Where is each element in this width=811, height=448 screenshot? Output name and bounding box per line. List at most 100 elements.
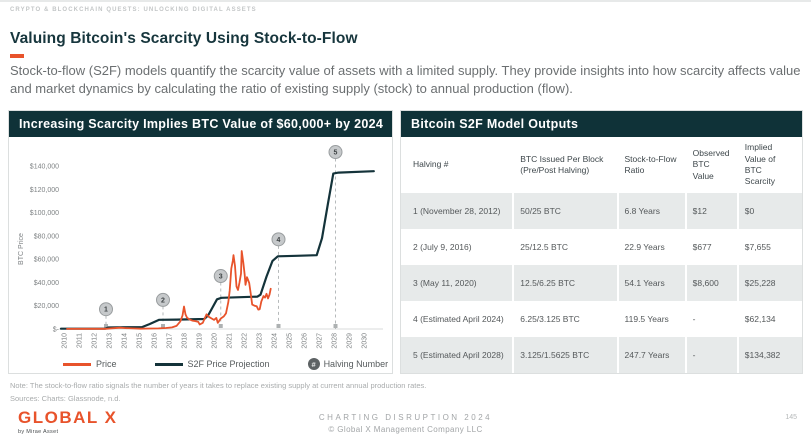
table-cell: 4 (Estimated April 2024) [401, 301, 514, 337]
globalx-logo-subtext: by Mirae Asset [18, 429, 59, 435]
table-row: 4 (Estimated April 2024) 6.25/3.125 BTC 11… [401, 301, 802, 337]
table-row: 5 (Estimated April 2028) 3.125/1.5625 BTC… [401, 337, 802, 373]
halving-number-text: 3 [219, 274, 223, 281]
x-tick-label: 2011 [77, 333, 84, 348]
table-cell: $0 [736, 193, 802, 229]
x-tick-label: 2029 [347, 333, 354, 349]
x-tick-label: 2025 [287, 333, 294, 349]
table-cell: 50/25 BTC [512, 193, 618, 229]
table-cell: 6.8 Years [616, 193, 686, 229]
title-accent-bar [10, 54, 24, 58]
legend-line-swatch [63, 362, 91, 366]
copyright-label: © Global X Management Company LLC [328, 425, 483, 434]
halving-number-circle [156, 292, 170, 307]
table-cell: $7,655 [736, 229, 802, 265]
sources-text: Sources: Charts: Glassnode, n.d. [10, 394, 121, 404]
table-header-row: Halving # BTC Issued Per Block (Pre/Post … [401, 137, 802, 193]
halving-legend-circle-icon: # [307, 358, 320, 370]
table-row: 2 (July 9, 2016) 25/12.5 BTC 22.9 Years $67… [401, 229, 802, 265]
table-cell: 2 (July 9, 2016) [401, 229, 514, 265]
column-header: Stock-to-Flow Ratio [616, 137, 686, 193]
table-cell: 119.5 Years [616, 301, 686, 337]
y-tick-label: $140,000 [30, 164, 59, 171]
x-tick-label: 2024 [272, 333, 279, 349]
chart-panel: Increasing Scarcity Implies BTC Value of… [8, 110, 393, 374]
halving-number-text: 4 [277, 237, 281, 244]
globalx-logo-text: GLOBAL X [18, 408, 118, 427]
x-tick-label: 2013 [107, 333, 114, 349]
halving-number-circle [328, 145, 343, 160]
legend-item-halving-number: # Halving Number [307, 358, 389, 370]
btc-chart-svg: BTC Price $- $20,000 $40,000 $60,000 $80,000… [18, 145, 383, 349]
x-tick-label: 2015 [137, 333, 144, 349]
table-cell: 5 (Estimated April 2028) [401, 337, 514, 373]
y-tick-label: $120,000 [30, 187, 59, 194]
x-tick-label: 2010 [62, 333, 69, 349]
s2f-table: Halving # BTC Issued Per Block (Pre/Post … [401, 137, 802, 373]
footer-center: CHARTING DISRUPTION 2024 © Global X Mana… [319, 413, 492, 434]
x-tick-label: 2022 [242, 333, 249, 349]
table-row: 1 (November 28, 2012) 50/25 BTC 6.8 Years $… [401, 193, 802, 229]
globalx-logo: GLOBAL X by Mirae Asset [18, 408, 118, 435]
x-tick-label: 2021 [227, 333, 234, 349]
halving-number-circle [271, 232, 286, 247]
legend-item-s2f-price-projection: S2F Price Projection [154, 359, 270, 369]
y-tick-label: $60,000 [34, 257, 59, 264]
y-tick-label: $40,000 [34, 280, 59, 287]
x-tick-label: 2017 [167, 333, 174, 349]
x-tick-label: 2023 [257, 333, 264, 349]
content-panels: Increasing Scarcity Implies BTC Value of… [8, 110, 803, 374]
table-cell: $25,228 [736, 265, 802, 301]
x-tick-label: 2027 [317, 333, 324, 349]
table-cell: 22.9 Years [616, 229, 686, 265]
footnotes: Note: The stock-to-flow ratio signals th… [10, 379, 426, 405]
table-cell: 247.7 Years [616, 337, 686, 373]
table-cell: $12 [684, 193, 738, 229]
page-title: Valuing Bitcoin's Scarcity Using Stock-t… [10, 30, 358, 47]
y-tick-label: $80,000 [34, 233, 59, 240]
column-header: Implied Value of BTC Scarcity [736, 137, 802, 193]
x-tick-label: 2012 [92, 333, 99, 349]
page-number: 145 [785, 414, 797, 421]
intro-paragraph: Stock-to-flow (S2F) models quantify the … [10, 63, 801, 97]
x-tick-label: 2026 [302, 333, 309, 349]
column-header: Observed BTC Value [684, 137, 738, 193]
legend-item-price: Price [63, 359, 117, 369]
chart-y-axis-title: BTC Price [18, 233, 25, 265]
x-tick-label: 2020 [212, 333, 219, 349]
x-tick-label: 2014 [122, 333, 129, 349]
chart-legend: Price S2F Price Projection # Halving Number [9, 358, 392, 370]
table-row: 3 (May 11, 2020) 12.5/6.25 BTC 54.1 Years $… [401, 265, 802, 301]
eyebrow-label: CRYPTO & BLOCKCHAIN QUESTS: UNLOCKING DI… [10, 7, 257, 13]
table-panel-header: Bitcoin S2F Model Outputs [401, 111, 802, 137]
legend-label: Halving Number [323, 359, 389, 369]
halving-number-text: 1 [104, 307, 108, 314]
table-cell: $134,382 [736, 337, 802, 373]
table-cell: 1 (November 28, 2012) [401, 193, 514, 229]
charting-disruption-label: CHARTING DISRUPTION 2024 [318, 413, 493, 422]
halving-axis-marker [333, 324, 338, 328]
halving-axis-marker [104, 324, 108, 328]
s2f-projection-line [59, 170, 375, 330]
table-cell: 3 (May 11, 2020) [401, 265, 514, 301]
x-tick-label: 2019 [197, 333, 204, 349]
chart-render-layer: $- $20,000 $40,000 $60,000 $80,000 $100,000 $1… [30, 145, 383, 349]
x-tick-label: 2030 [362, 333, 369, 349]
table-cell: $677 [684, 229, 738, 265]
y-tick-label: $20,000 [34, 303, 59, 310]
y-tick-label: $- [53, 327, 60, 334]
y-tick-label: $100,000 [30, 210, 59, 217]
x-tick-label: 2028 [332, 333, 339, 349]
halving-axis-marker [218, 324, 223, 328]
column-header: Halving # [401, 137, 514, 193]
halving-number-circle [213, 269, 228, 284]
table-cell: - [684, 337, 738, 373]
halving-axis-marker [161, 324, 165, 328]
x-tick-label: 2018 [182, 333, 189, 349]
halving-number-circle [99, 302, 113, 317]
chart-body: BTC Price $- $20,000 $40,000 $60,000 $80,000… [9, 137, 392, 373]
legend-line-swatch [154, 362, 183, 366]
x-tick-label: 2016 [152, 333, 159, 349]
price-line [66, 250, 272, 330]
table-cell: 6.25/3.125 BTC [512, 301, 618, 337]
